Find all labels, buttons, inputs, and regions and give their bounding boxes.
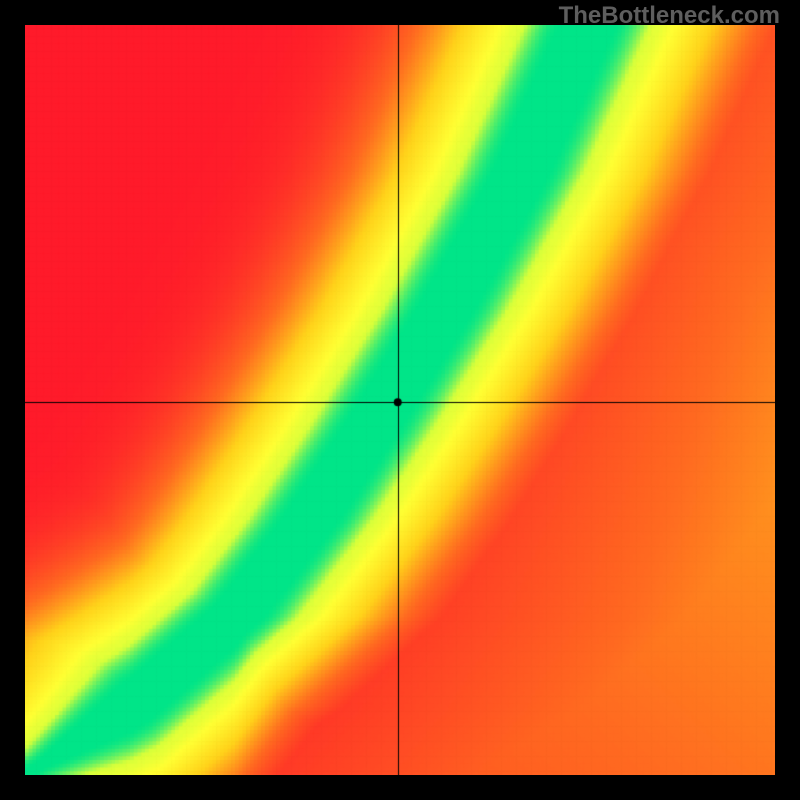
bottleneck-heatmap xyxy=(25,25,775,775)
watermark-text: TheBottleneck.com xyxy=(559,2,780,30)
chart-container: TheBottleneck.com xyxy=(0,0,800,800)
